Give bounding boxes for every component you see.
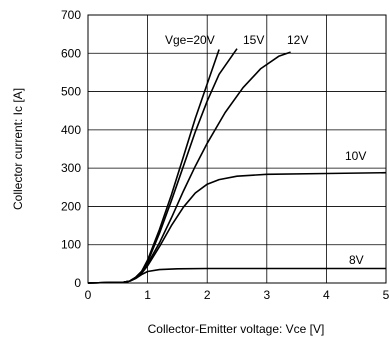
- x-tick-label: 1: [144, 288, 151, 302]
- x-tick-labels: 0 1 2 3 4 5: [85, 288, 389, 302]
- series-label-10v: 10V: [345, 149, 366, 163]
- series-line-8v: [87, 267, 386, 284]
- y-tick-label: 200: [61, 199, 81, 213]
- y-tick-labels: 0 100 200 300 400 500 600 700: [61, 8, 81, 290]
- x-tick-label: 5: [383, 288, 389, 302]
- y-tick-label: 100: [61, 238, 81, 252]
- y-tick-label: 0: [74, 276, 81, 290]
- x-tick-label: 0: [85, 288, 92, 302]
- series-line-12v: [87, 51, 291, 284]
- series-label-15v: 15V: [243, 33, 264, 47]
- grid: [88, 15, 386, 283]
- y-tick-label: 300: [61, 161, 81, 175]
- y-tick-label: 600: [61, 46, 81, 60]
- curve-labels: Vge=20V 15V 12V 10V 8V: [165, 33, 366, 267]
- series-label-12v: 12V: [287, 33, 308, 47]
- series-label-vge-20v: Vge=20V: [165, 33, 215, 47]
- y-tick-label: 700: [61, 8, 81, 22]
- x-tick-label: 2: [204, 288, 211, 302]
- curves: [87, 48, 387, 284]
- y-tick-label: 500: [61, 85, 81, 99]
- plot-frame: [87, 14, 387, 284]
- series-label-8v: 8V: [349, 253, 364, 267]
- y-tick-label: 400: [61, 123, 81, 137]
- x-axis-label: Collector-Emitter voltage: Vce [V]: [148, 322, 325, 336]
- series-line-10v: [87, 171, 387, 284]
- series-line-15v: [87, 48, 238, 284]
- y-axis-label: Collector current: Ic [A]: [11, 88, 25, 210]
- x-tick-label: 4: [323, 288, 330, 302]
- x-tick-label: 3: [263, 288, 270, 302]
